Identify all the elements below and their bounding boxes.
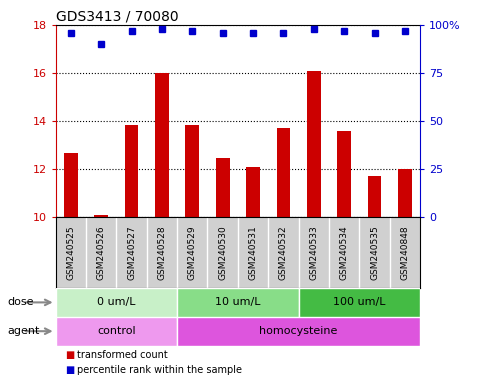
Text: GSM240530: GSM240530 (218, 225, 227, 280)
Text: ■: ■ (65, 365, 74, 375)
Text: GSM240525: GSM240525 (66, 225, 75, 280)
Text: GSM240529: GSM240529 (188, 225, 197, 280)
Text: GDS3413 / 70080: GDS3413 / 70080 (56, 10, 178, 24)
Bar (368, 176, 382, 217)
Bar (94, 215, 108, 217)
Text: GSM240534: GSM240534 (340, 225, 349, 280)
Text: GSM240532: GSM240532 (279, 225, 288, 280)
Bar (246, 167, 260, 217)
Text: agent: agent (7, 326, 40, 336)
Text: 0 um/L: 0 um/L (97, 297, 136, 308)
Text: GSM240526: GSM240526 (97, 225, 106, 280)
Bar (56, 288, 177, 317)
Bar (125, 124, 138, 217)
Bar (177, 317, 420, 346)
Bar (177, 288, 298, 317)
Bar (298, 288, 420, 317)
Text: ■: ■ (65, 350, 74, 360)
Bar (216, 158, 229, 217)
Bar (64, 153, 78, 217)
Text: GSM240535: GSM240535 (370, 225, 379, 280)
Text: GSM240527: GSM240527 (127, 225, 136, 280)
Text: 100 um/L: 100 um/L (333, 297, 386, 308)
Text: GSM240531: GSM240531 (249, 225, 257, 280)
Text: GSM240533: GSM240533 (309, 225, 318, 280)
Text: 10 um/L: 10 um/L (215, 297, 261, 308)
Bar (277, 128, 290, 217)
Text: GSM240528: GSM240528 (157, 225, 167, 280)
Text: homocysteine: homocysteine (259, 326, 338, 336)
Bar (398, 169, 412, 217)
Bar (307, 71, 321, 217)
Bar (338, 131, 351, 217)
Bar (56, 317, 177, 346)
Bar (155, 73, 169, 217)
Text: GSM240848: GSM240848 (400, 225, 410, 280)
Text: percentile rank within the sample: percentile rank within the sample (77, 365, 242, 375)
Bar (185, 124, 199, 217)
Text: transformed count: transformed count (77, 350, 168, 360)
Text: control: control (97, 326, 136, 336)
Text: dose: dose (7, 297, 34, 308)
